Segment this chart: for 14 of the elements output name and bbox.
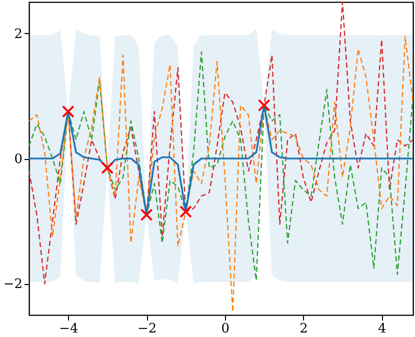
line-series	[29, 104, 413, 216]
y-tick-label: −2	[3, 277, 22, 292]
point	[62, 105, 74, 118]
y-tick-label: 0	[14, 152, 22, 167]
y-tick-label: 2	[14, 26, 22, 42]
point	[101, 162, 114, 174]
x-tick-label: 2	[300, 322, 308, 336]
x-tick-label: −2	[137, 322, 157, 336]
x-tick-label: 4	[378, 322, 386, 336]
point	[140, 208, 153, 222]
point	[179, 205, 192, 218]
x-tick-label: 0	[221, 322, 230, 336]
point	[258, 99, 270, 112]
x-tick-label: −4	[59, 322, 78, 336]
